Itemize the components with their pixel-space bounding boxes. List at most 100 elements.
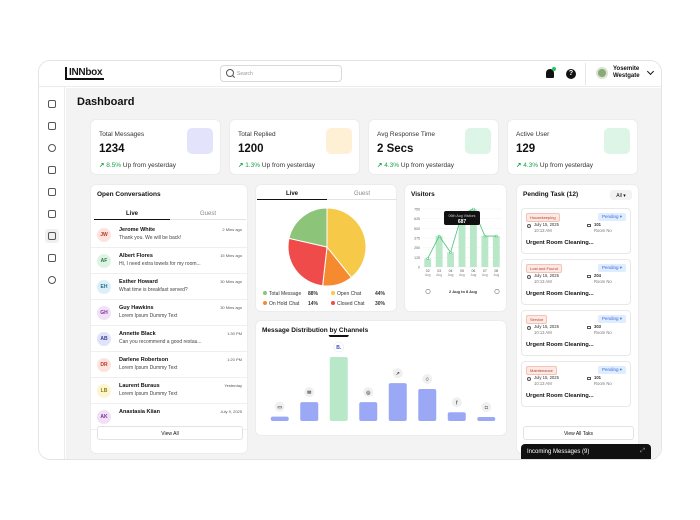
channel-bar[interactable] bbox=[300, 402, 319, 421]
timestamp: July 9, 2025 bbox=[220, 409, 242, 414]
message-preview: Lorem Ipsum Dummy Text bbox=[119, 365, 178, 371]
pending-tasks-panel: Pending Task (12) All ▾ Housekeeping Pend… bbox=[516, 184, 639, 454]
channel-icon-glyph: ♢ bbox=[425, 377, 429, 383]
dashboard-icon[interactable] bbox=[45, 229, 59, 243]
task-category-badge: Housekeeping bbox=[526, 213, 560, 222]
visitor-point[interactable] bbox=[483, 234, 487, 238]
stat-icon-box bbox=[604, 128, 630, 154]
task-room: 101 Room No bbox=[594, 222, 612, 233]
broadcast-icon[interactable] bbox=[45, 163, 59, 177]
x-tick-label: 06 bbox=[471, 269, 475, 273]
message-preview: Thank you. We will be back! bbox=[119, 235, 182, 241]
avatar: EH bbox=[97, 280, 111, 294]
facebook-icon bbox=[451, 397, 462, 408]
task-card[interactable]: Housekeeping Pending ▾ July 15, 2025 10:13 … bbox=[521, 208, 631, 254]
tab-guest[interactable]: Guest bbox=[170, 208, 246, 220]
search-input[interactable]: Search bbox=[220, 65, 342, 82]
distribution-chart: ▭✉B.(98%)◎↗♢f◘ bbox=[270, 335, 496, 421]
user-name-line2: Westgate bbox=[613, 73, 640, 79]
help-icon[interactable]: ? bbox=[566, 69, 576, 79]
chat-status-panel: Live Guest Total Message 88% Open Chat 4… bbox=[255, 184, 397, 312]
visitor-bar[interactable] bbox=[470, 209, 477, 267]
integrations-icon[interactable] bbox=[45, 207, 59, 221]
view-all-conversations-button[interactable]: View All bbox=[97, 426, 243, 440]
channel-bar[interactable] bbox=[329, 357, 348, 421]
tab-guest[interactable]: Guest bbox=[327, 188, 397, 200]
status-select[interactable]: Pending ▾ bbox=[597, 366, 626, 374]
channel-icon-glyph: f bbox=[456, 400, 458, 406]
status-select[interactable]: Pending ▾ bbox=[597, 315, 626, 323]
channel-bar[interactable] bbox=[388, 383, 407, 421]
visitor-point[interactable] bbox=[449, 251, 452, 254]
reports-icon[interactable] bbox=[45, 251, 59, 265]
pie-slice[interactable] bbox=[288, 207, 328, 248]
visitor-bar[interactable] bbox=[447, 252, 454, 267]
prev-range-icon[interactable] bbox=[425, 289, 431, 295]
visitor-bar[interactable] bbox=[492, 236, 500, 267]
avatar: DR bbox=[97, 358, 111, 372]
conversation-item[interactable]: DR Darlene Robertson Lorem Ipsum Dummy Tex… bbox=[91, 352, 247, 378]
incoming-label: Incoming Messages (9) bbox=[527, 449, 590, 455]
main-content: Dashboard Total Messages 1234 ↗ 8.5% Up … bbox=[66, 88, 661, 459]
task-title: Urgent Room Cleaning... bbox=[526, 240, 594, 246]
divider bbox=[585, 63, 586, 85]
channel-bar[interactable] bbox=[270, 416, 289, 421]
tab-live[interactable]: Live bbox=[257, 188, 327, 200]
visitor-bar[interactable] bbox=[435, 236, 443, 267]
legend-open-chat-value: 44% bbox=[375, 291, 386, 297]
visitor-bar[interactable] bbox=[481, 236, 489, 267]
pie-slice[interactable] bbox=[326, 207, 367, 279]
contacts-icon[interactable] bbox=[45, 185, 59, 199]
users-icon[interactable] bbox=[45, 141, 59, 155]
next-range-icon[interactable] bbox=[494, 289, 500, 295]
trend-up-icon: ↗ bbox=[238, 162, 244, 169]
y-tick-label: 0 bbox=[418, 266, 420, 270]
avatar: AF bbox=[97, 254, 111, 268]
visitor-point[interactable] bbox=[426, 257, 430, 260]
clock-icon bbox=[527, 224, 531, 228]
channel-bar[interactable] bbox=[477, 417, 496, 421]
conversation-item[interactable]: AF Albert Flores Hi, I need extra towels f… bbox=[91, 248, 247, 274]
conversation-item[interactable]: EH Esther Howard What time is breakfast se… bbox=[91, 274, 247, 300]
user-name-line1: Yosemite bbox=[613, 66, 640, 72]
email-icon bbox=[304, 387, 315, 398]
bell-icon[interactable] bbox=[546, 67, 556, 78]
visitor-point[interactable] bbox=[494, 234, 498, 238]
user-name[interactable]: Yosemite Westgate bbox=[613, 66, 640, 80]
visitor-point[interactable] bbox=[472, 207, 475, 211]
visitors-panel: Visitors 0 125 250 375 500 625 750 02 Aug 03 Aug 04… bbox=[404, 184, 507, 312]
search-icon bbox=[226, 69, 234, 77]
chat-icon[interactable] bbox=[45, 119, 59, 133]
conversation-item[interactable]: GH Guy Hawkins Lorem Ipsum Dummy Text 30 Mi… bbox=[91, 300, 247, 326]
task-card[interactable]: Maintenance Pending ▾ July 15, 2025 10:13 A… bbox=[521, 361, 631, 407]
tab-live[interactable]: Live bbox=[94, 208, 170, 220]
inbox-icon[interactable] bbox=[45, 97, 59, 111]
stat-icon-box bbox=[187, 128, 213, 154]
channel-bar[interactable] bbox=[359, 402, 378, 421]
incoming-messages-bar[interactable]: Incoming Messages (9) ⤢ bbox=[521, 444, 651, 459]
contact-name: Guy Hawkins bbox=[119, 305, 154, 311]
view-all-tasks-button[interactable]: View All Taks bbox=[523, 426, 634, 440]
y-tick-label: 500 bbox=[414, 227, 420, 231]
channel-bar[interactable] bbox=[447, 412, 466, 421]
conversation-item[interactable]: LB Laurent Buraus Lorem Ipsum Dummy Text Ye… bbox=[91, 378, 247, 404]
settings-icon[interactable] bbox=[45, 273, 59, 287]
status-select[interactable]: Pending ▾ bbox=[597, 264, 626, 272]
task-filter-select[interactable]: All ▾ bbox=[610, 190, 632, 200]
pie-slice[interactable] bbox=[287, 237, 328, 287]
conversation-item[interactable]: JW Jerome White Thank you. We will be back… bbox=[91, 222, 247, 248]
tooltip-label: 06th Aug Visitors bbox=[449, 214, 476, 218]
visitor-bar[interactable] bbox=[424, 258, 432, 267]
status-select[interactable]: Pending ▾ bbox=[597, 213, 626, 221]
task-card[interactable]: Lost and Found Pending ▾ July 15, 2025 10:1… bbox=[521, 259, 631, 305]
conversation-item[interactable]: AB Annette Black Can you recommend a good … bbox=[91, 326, 247, 352]
chevron-down-icon[interactable] bbox=[646, 67, 655, 76]
task-card[interactable]: Service Pending ▾ July 15, 2025 10:13 AM 303… bbox=[521, 310, 631, 356]
app-logo[interactable]: INNbox bbox=[65, 67, 105, 80]
expand-icon[interactable]: ⤢ bbox=[640, 448, 645, 454]
channel-bar[interactable] bbox=[418, 389, 437, 421]
visitor-point[interactable] bbox=[437, 234, 441, 238]
user-avatar[interactable] bbox=[596, 67, 608, 79]
visitor-bar[interactable] bbox=[458, 213, 466, 267]
y-tick-label: 250 bbox=[414, 246, 420, 250]
